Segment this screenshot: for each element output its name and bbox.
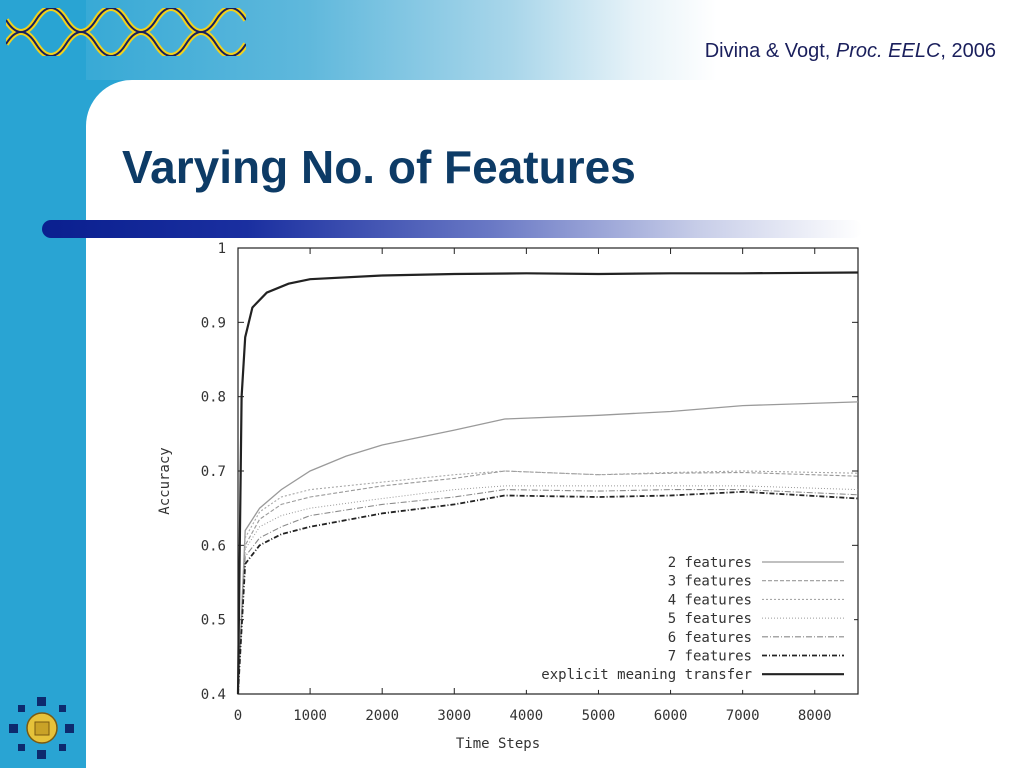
citation-year: , 2006	[940, 40, 996, 62]
y-tick-label: 0.4	[201, 687, 226, 703]
x-tick-label: 7000	[726, 708, 760, 724]
y-tick-label: 1	[218, 241, 226, 257]
y-tick-label: 0.5	[201, 613, 226, 629]
slide-title: Varying No. of Features	[122, 141, 636, 193]
y-tick-label: 0.6	[201, 538, 226, 554]
left-accent-band	[0, 0, 86, 768]
y-axis-label: Accuracy	[157, 447, 173, 514]
legend-label: 5 features	[668, 611, 752, 627]
x-tick-label: 3000	[437, 708, 471, 724]
legend-label: 4 features	[668, 592, 752, 608]
y-tick-label: 0.7	[201, 464, 226, 480]
legend-label: 7 features	[668, 649, 752, 665]
series-line-3	[237, 470, 859, 695]
series-line-2	[237, 470, 859, 695]
legend-label: 2 features	[668, 555, 752, 571]
x-tick-label: 2000	[365, 708, 399, 724]
citation-venue: Proc. EELC	[835, 40, 941, 62]
x-tick-label: 6000	[654, 708, 688, 724]
university-emblem-icon	[9, 697, 74, 759]
x-tick-label: 4000	[510, 708, 544, 724]
legend-label: 3 features	[668, 574, 752, 590]
x-tick-label: 5000	[582, 708, 616, 724]
legend-background	[488, 553, 854, 690]
x-axis-label: Time Steps	[456, 736, 540, 752]
title-rule	[42, 220, 862, 238]
series-line-5	[237, 489, 859, 695]
header-gradient-band	[0, 0, 1024, 80]
accuracy-chart: 0 1000 2000 3000 4000 5000 6000 7000 8000 0.4 0.5 0…	[157, 241, 859, 752]
series-line-1	[237, 401, 859, 695]
y-tick-label: 0.8	[201, 390, 226, 406]
x-tick-label: 1000	[293, 708, 327, 724]
series-line-7	[236, 271, 859, 695]
legend-label: 6 features	[668, 630, 752, 646]
y-tick-label: 0.9	[201, 315, 226, 331]
citation-authors: Divina & Vogt,	[704, 40, 836, 62]
x-tick-label: 8000	[798, 708, 832, 724]
wave-pattern-logo	[6, 8, 246, 56]
citation: Divina & Vogt, Proc. EELC, 2006	[705, 40, 996, 63]
x-tick-label: 0	[234, 708, 242, 724]
series-line-6	[237, 490, 859, 695]
legend-label: explicit meaning transfer	[541, 667, 752, 683]
